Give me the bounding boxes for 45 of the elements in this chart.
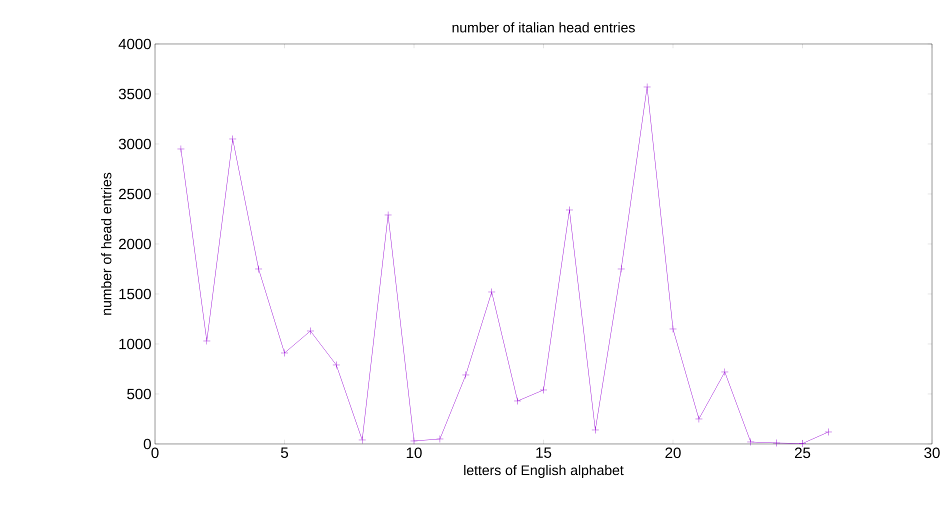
x-tick-label: 15 [536,448,552,458]
x-tick-label: 25 [794,448,810,458]
point [384,211,392,219]
point [618,265,625,273]
point [358,436,366,444]
y-tick-label: 3500 [118,88,151,100]
y-axis-title: number of head entries [101,172,112,315]
point [592,426,599,434]
point [566,206,574,214]
x-tick-label: 5 [280,448,288,458]
point [332,361,340,369]
y-tick-label: 2500 [118,188,151,200]
point [462,371,470,379]
point [306,327,314,335]
point [540,386,548,394]
point [643,83,651,91]
point [203,337,210,345]
point [772,439,780,447]
y-tick-label: 500 [127,388,151,400]
point [721,368,728,376]
point [229,135,236,143]
point [177,145,185,153]
point [436,435,444,443]
point [798,440,806,448]
point [254,265,262,273]
point [410,437,418,445]
x-axis-title: letters of English alphabet [464,464,624,478]
y-tick-label: 1500 [119,288,151,300]
point [747,438,754,446]
x-tick-label: 30 [924,448,940,458]
point [514,397,522,405]
y-tick-label: 2000 [118,238,151,250]
y-tick-label: 1000 [119,338,151,350]
point [824,428,832,436]
y-tick-label: 3000 [118,138,151,150]
x-tick-label: 0 [151,448,159,458]
point [669,325,677,333]
x-tick-label: 20 [665,448,681,458]
y-tick-label: 4000 [118,38,151,50]
point [488,288,496,296]
x-tick-label: 10 [406,448,422,458]
chart-title: number of italian head entries [452,22,635,32]
point [280,349,288,357]
point [695,415,703,423]
y-tick-label: 0 [144,438,151,450]
